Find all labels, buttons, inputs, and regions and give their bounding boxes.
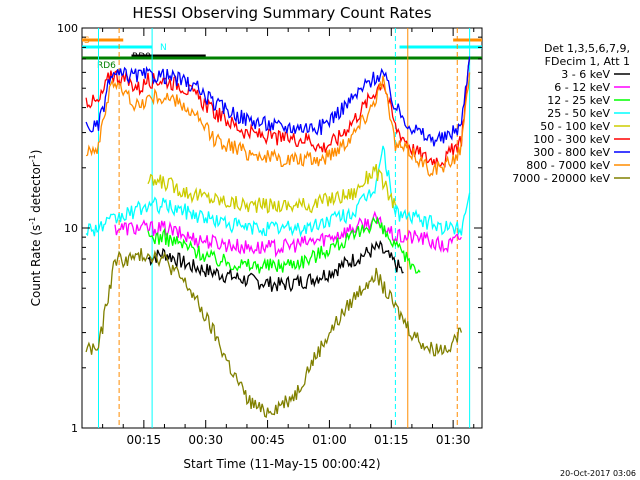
y-tick-label: 10 [64, 222, 78, 235]
legend-entry: 3 - 6 keV [561, 68, 610, 81]
legend: Det 1,3,5,6,7,9,FDecim 1, Att 13 - 6 keV… [512, 42, 630, 185]
chart-title: HESSI Observing Summary Count Rates [132, 4, 431, 22]
plot-area: SNRD0RD6 [81, 27, 483, 429]
legend-entry: 12 - 25 keV [547, 94, 610, 107]
y-axis: 1 10 100 [57, 22, 482, 435]
x-tick-label: 01:15 [374, 433, 409, 447]
legend-entry: 25 - 50 keV [547, 107, 610, 120]
legend-entry: 300 - 800 keV [533, 146, 610, 159]
legend-entry: 7000 - 20000 keV [512, 172, 610, 185]
y-tick-label: 1 [71, 422, 78, 435]
y-axis-label: Count Rate (s-1 detector-1) [28, 150, 43, 307]
x-tick-label: 01:00 [312, 433, 347, 447]
flag-label-s: S [84, 36, 90, 46]
x-axis: 00:15 00:30 00:45 01:00 01:15 01:30 [81, 28, 475, 447]
y-tick-label: 100 [57, 22, 78, 35]
series-line-5 [85, 58, 471, 168]
footer-timestamp: 20-Oct-2017 03:06 [560, 469, 636, 478]
flag-label-n: N [160, 43, 167, 53]
series-line-8 [85, 248, 463, 418]
legend-entry: 6 - 12 keV [554, 81, 610, 94]
series-line-3 [85, 145, 471, 238]
legend-entry: 800 - 7000 keV [526, 159, 610, 172]
x-tick-label: 00:30 [188, 433, 223, 447]
series-line-4 [147, 163, 397, 214]
series-line-7 [85, 72, 471, 177]
legend-entry: 50 - 100 keV [540, 120, 610, 133]
x-tick-label: 01:30 [436, 433, 471, 447]
series-line-2 [147, 215, 421, 274]
legend-header: Det 1,3,5,6,7,9, [544, 42, 630, 55]
plot-frame [81, 27, 483, 429]
x-tick-label: 00:45 [250, 433, 285, 447]
x-tick-label: 00:15 [127, 433, 162, 447]
legend-header: FDecim 1, Att 1 [545, 55, 630, 68]
flag-label-rd6: RD6 [97, 61, 116, 71]
series-line-0 [147, 240, 404, 293]
series-line-6 [85, 56, 471, 147]
legend-entry: 100 - 300 keV [533, 133, 610, 146]
series-line-1 [114, 210, 462, 258]
x-axis-label: Start Time (11-May-15 00:00:42) [183, 457, 380, 471]
